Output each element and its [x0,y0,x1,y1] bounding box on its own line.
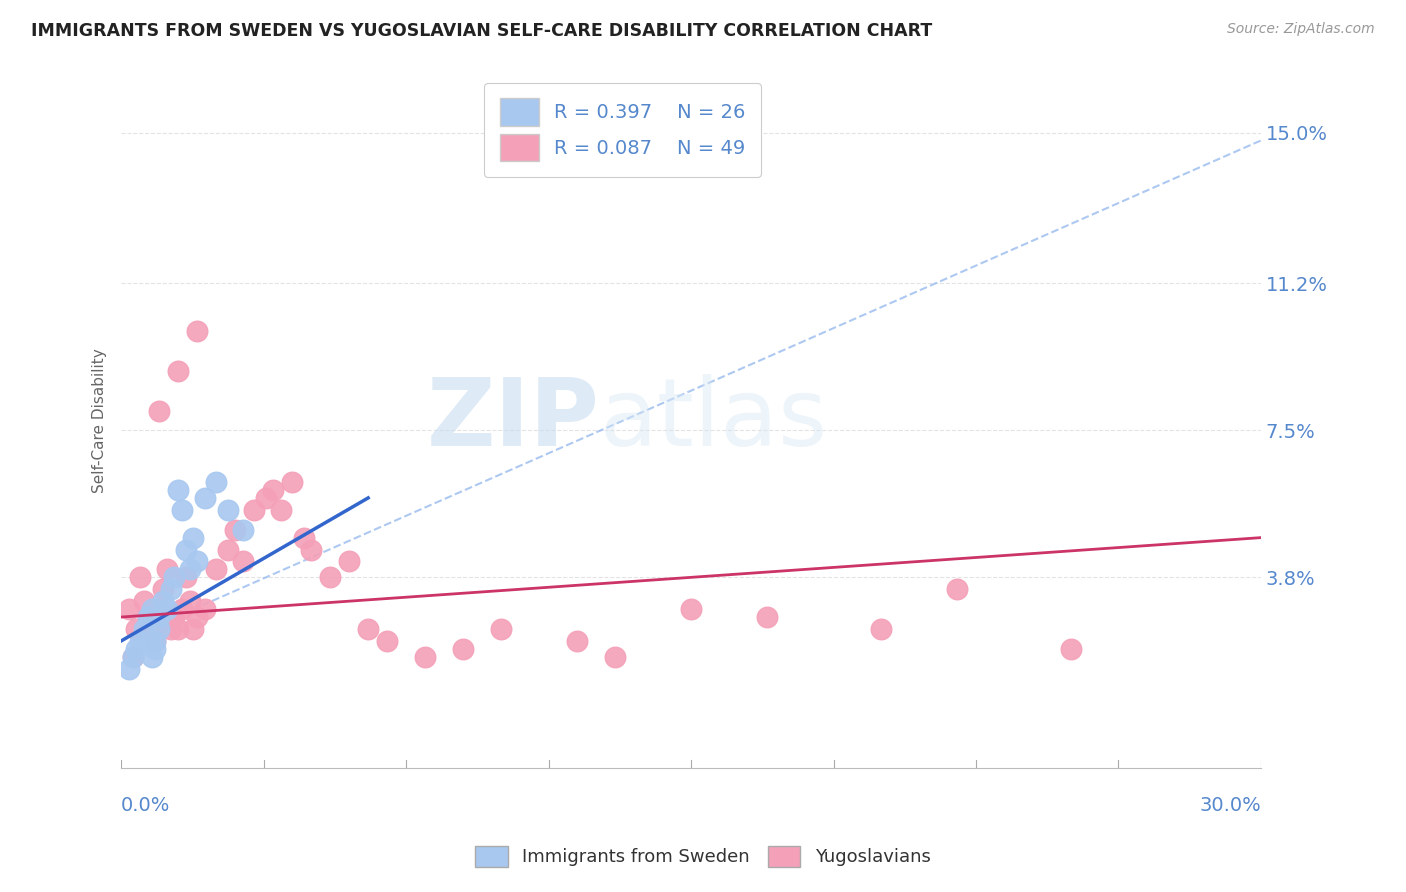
Point [337,554,360,568]
Point [145,633,167,648]
Point [170,602,193,616]
Point [281,475,304,489]
Point [232,554,254,568]
Point [167,622,190,636]
Point [186,554,208,568]
Point [129,633,152,648]
Point [603,649,626,664]
Point [205,562,228,576]
Point [136,610,159,624]
Point [946,582,969,597]
Point [357,622,380,636]
Point [152,582,174,597]
Point [179,594,201,608]
Point [132,622,155,636]
Point [118,662,141,676]
Point [413,649,436,664]
Point [194,491,217,505]
Point [319,570,342,584]
Point [156,562,179,576]
Point [159,582,181,597]
Point [565,633,588,648]
Point [217,542,239,557]
Point [679,602,702,616]
Point [186,324,208,338]
Point [183,531,205,545]
Point [174,542,197,557]
Point [125,641,148,656]
Point [299,542,322,557]
Point [170,503,193,517]
Point [186,610,208,624]
Point [159,622,181,636]
Point [129,570,152,584]
Text: IMMIGRANTS FROM SWEDEN VS YUGOSLAVIAN SELF-CARE DISABILITY CORRELATION CHART: IMMIGRANTS FROM SWEDEN VS YUGOSLAVIAN SE… [31,22,932,40]
Point [375,633,398,648]
Point [163,570,186,584]
Point [174,570,197,584]
Point [156,602,179,616]
Point [254,491,277,505]
Point [141,649,163,664]
Point [194,602,217,616]
Point [232,523,254,537]
Y-axis label: Self-Care Disability: Self-Care Disability [93,348,107,493]
Point [870,622,893,636]
Point [132,594,155,608]
Text: 30.0%: 30.0% [1199,796,1261,815]
Point [163,610,186,624]
Point [179,562,201,576]
Point [145,633,167,648]
Legend: Immigrants from Sweden, Yugoslavians: Immigrants from Sweden, Yugoslavians [468,838,938,874]
Legend: R = 0.397    N = 26, R = 0.087    N = 49: R = 0.397 N = 26, R = 0.087 N = 49 [484,83,761,177]
Point [125,622,148,636]
Point [224,523,246,537]
Point [292,531,315,545]
Point [489,622,512,636]
Point [121,649,143,664]
Point [243,503,266,517]
Point [167,483,190,497]
Point [152,594,174,608]
Point [217,503,239,517]
Point [148,622,170,636]
Point [148,403,170,417]
Text: 0.0%: 0.0% [121,796,170,815]
Point [148,602,170,616]
Text: Source: ZipAtlas.com: Source: ZipAtlas.com [1227,22,1375,37]
Text: atlas: atlas [600,375,828,467]
Point [136,610,159,624]
Point [167,364,190,378]
Point [121,649,143,664]
Point [1060,641,1083,656]
Point [141,622,163,636]
Point [262,483,284,497]
Point [141,602,163,616]
Point [183,622,205,636]
Point [756,610,779,624]
Point [205,475,228,489]
Point [118,602,141,616]
Point [145,641,167,656]
Point [148,610,170,624]
Text: ZIP: ZIP [427,375,600,467]
Point [451,641,474,656]
Point [270,503,292,517]
